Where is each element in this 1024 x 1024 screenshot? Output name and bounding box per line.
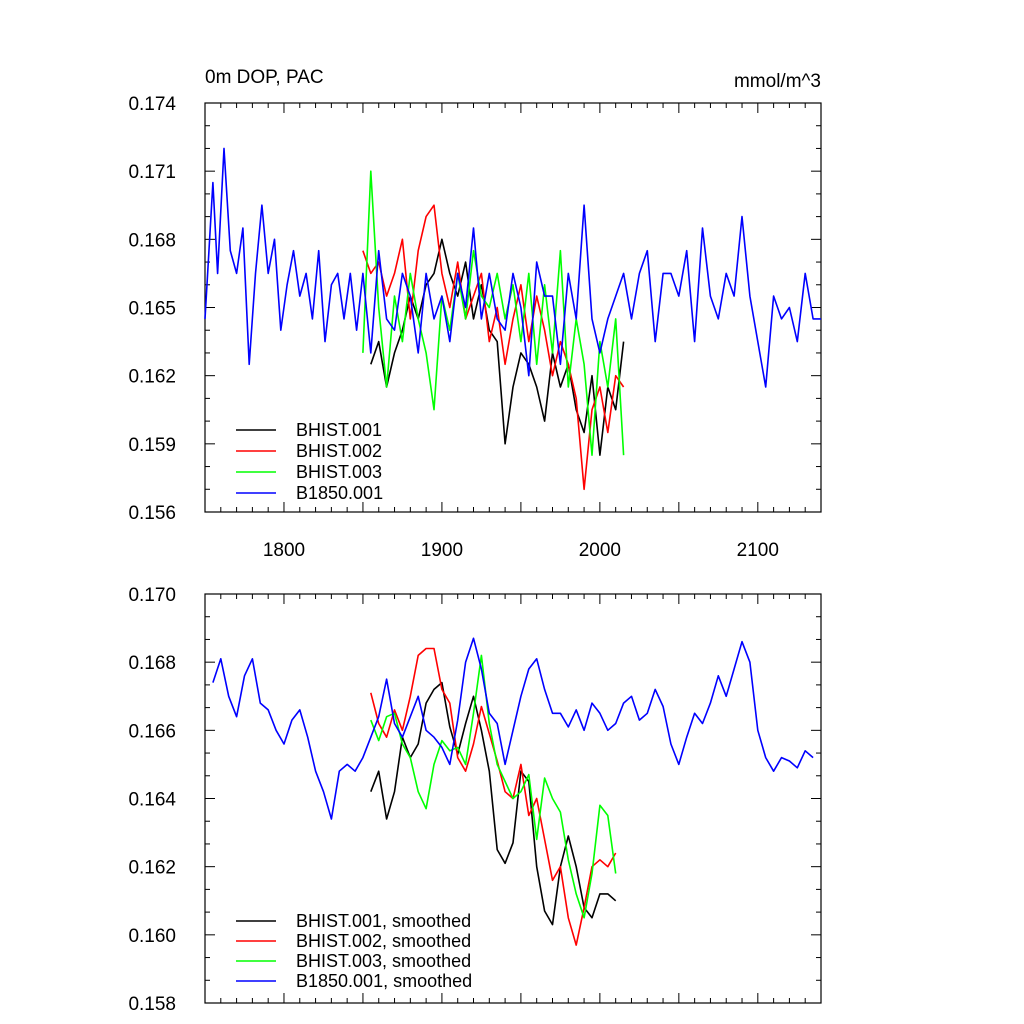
top-chart-title: 0m DOP, PAC bbox=[205, 67, 324, 88]
top-y-tick-label: 0.162 bbox=[128, 367, 176, 388]
bottom-y-tick-label: 0.166 bbox=[128, 721, 176, 742]
top-y-tick-label: 0.159 bbox=[128, 435, 176, 456]
top-chart-panel: 0m DOP, PAC mmol/m^3 0.156 0.159 0.162 0.16… bbox=[128, 67, 822, 561]
top-series-line-1 bbox=[370, 238, 625, 457]
top-chart-units: mmol/m^3 bbox=[734, 71, 821, 92]
bottom-y-tick-label: 0.162 bbox=[128, 858, 176, 879]
bottom-series-line-1 bbox=[370, 681, 617, 926]
top-y-tick-label: 0.168 bbox=[128, 230, 176, 251]
top-y-tick-label: 0.174 bbox=[128, 94, 176, 115]
bottom-y-tick-label: 0.160 bbox=[128, 926, 176, 947]
bottom-y-tick-label: 0.168 bbox=[128, 653, 176, 674]
bottom-legend-label-3: BHIST.003, smoothed bbox=[296, 951, 471, 971]
top-series-line-4 bbox=[204, 147, 821, 388]
bottom-legend-label-2: BHIST.002, smoothed bbox=[296, 931, 471, 951]
bottom-series-line-4 bbox=[212, 637, 814, 820]
top-y-tick-label: 0.165 bbox=[128, 299, 176, 320]
bottom-y-tick-label: 0.158 bbox=[128, 994, 176, 1015]
top-series-line-2 bbox=[362, 204, 625, 491]
top-x-tick-label: 2100 bbox=[737, 540, 779, 561]
top-series-line-3 bbox=[362, 170, 625, 457]
bottom-data-lines bbox=[212, 637, 814, 946]
bottom-axes: 0.158 0.160 0.162 0.164 0.166 0.168 0.170 bbox=[128, 585, 822, 1015]
bottom-legend-label-4: B1850.001, smoothed bbox=[296, 971, 472, 991]
top-x-tick-label: 1900 bbox=[421, 540, 463, 561]
top-legend-label-4: B1850.001 bbox=[296, 483, 383, 503]
top-axes: 0.156 0.159 0.162 0.165 0.168 0.171 0.174 1800 1… bbox=[128, 94, 822, 561]
top-x-tick-label: 2000 bbox=[579, 540, 621, 561]
top-y-tick-label: 0.156 bbox=[128, 503, 176, 524]
bottom-y-tick-label: 0.170 bbox=[128, 585, 176, 606]
top-y-tick-label: 0.171 bbox=[128, 162, 176, 183]
bottom-y-tick-label: 0.164 bbox=[128, 790, 176, 811]
top-x-tick-label: 1800 bbox=[263, 540, 305, 561]
top-legend-label-3: BHIST.003 bbox=[296, 462, 382, 482]
bottom-chart-panel: 0.158 0.160 0.162 0.164 0.166 0.168 0.170 BHIS… bbox=[128, 585, 822, 1015]
top-legend-label-2: BHIST.002 bbox=[296, 441, 382, 461]
top-data-lines bbox=[204, 147, 821, 491]
top-legend-label-1: BHIST.001 bbox=[296, 420, 382, 440]
bottom-series-line-3 bbox=[370, 654, 617, 919]
bottom-legend-label-1: BHIST.001, smoothed bbox=[296, 911, 471, 931]
